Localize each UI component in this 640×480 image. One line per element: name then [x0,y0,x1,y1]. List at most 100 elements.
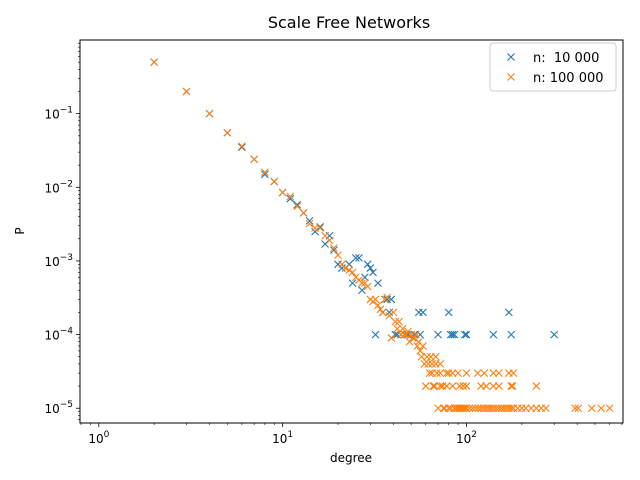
data-point [411,330,420,339]
data-point [605,404,614,413]
data-point [425,369,434,377]
data-point [434,404,442,413]
data-point [260,170,269,179]
y-tick-label: 10−5 [44,400,73,416]
data-point [366,264,375,272]
legend-marker [507,53,515,61]
data-point [393,324,402,333]
data-point [383,293,392,302]
data-point [423,352,431,361]
data-point [321,240,329,248]
data-point [374,279,382,287]
data-point [597,404,606,413]
data-point [448,382,457,390]
data-point [450,330,459,339]
data-point [454,369,462,377]
data-point [509,369,518,377]
data-point [494,369,503,377]
legend: n: 10 000 n: 100 000 [489,42,617,92]
data-point [338,264,346,272]
data-point [442,382,451,390]
series-2 [150,58,614,413]
data-point [507,382,516,390]
data-point [587,404,596,413]
data-point [461,330,469,339]
data-point [462,330,471,339]
data-point [205,109,214,118]
data-point [494,382,503,390]
data-point [334,251,342,259]
data-point [389,308,398,317]
data-point [360,273,369,282]
data-point [416,347,425,355]
data-point [532,382,541,390]
plot-marks [150,58,614,413]
data-point [278,188,287,197]
data-point [421,382,430,390]
data-point [387,295,396,304]
data-point [341,264,350,272]
data-point [270,177,279,186]
data-point [489,404,498,413]
data-point [330,244,338,252]
data-point [489,330,498,339]
data-point [462,382,471,390]
data-point [358,279,366,287]
data-point [419,308,427,317]
data-point [448,330,457,339]
data-point [363,282,372,291]
data-point [374,301,382,310]
data-point [419,342,427,350]
data-point [442,369,451,377]
data-point [462,369,471,377]
data-point [462,404,471,413]
data-point [571,404,580,413]
data-point [432,369,441,377]
data-point [250,155,259,164]
x-tick-label: 100 [88,430,109,446]
data-point [434,330,442,339]
data-point [305,219,314,228]
legend-label: n: 100 000 [533,71,604,86]
data-point [480,369,489,377]
data-point [325,236,334,245]
data-point [482,382,491,390]
data-point [507,404,516,413]
data-point [237,143,246,152]
data-point [574,404,583,413]
data-point [387,334,396,342]
data-point [436,382,445,390]
chart-title: Scale Free Networks [268,13,430,32]
data-point [345,266,354,275]
data-point [446,330,455,339]
data-point [316,224,325,232]
data-point [378,308,387,317]
data-point [489,369,498,377]
data-point [489,382,498,390]
data-point [465,404,474,413]
data-point [351,253,360,262]
data-point [444,404,453,413]
data-point [436,359,445,368]
data-point [391,317,400,326]
data-point [348,268,357,277]
data-point [455,382,464,390]
data-point [431,352,440,361]
data-point [395,317,404,326]
data-point [363,260,372,269]
data-point [286,194,295,203]
y-tick-label: 10−1 [44,106,73,122]
legend-marker [507,73,515,81]
data-point [429,382,438,390]
data-point [471,404,480,413]
data-point [507,330,516,339]
legend-label: n: 10 000 [533,51,599,66]
data-point [371,295,380,304]
y-tick-label: 10−3 [44,253,73,269]
data-point [446,404,455,413]
data-point [305,216,314,225]
data-point [459,382,468,390]
data-point [293,202,302,211]
data-point [182,87,191,96]
